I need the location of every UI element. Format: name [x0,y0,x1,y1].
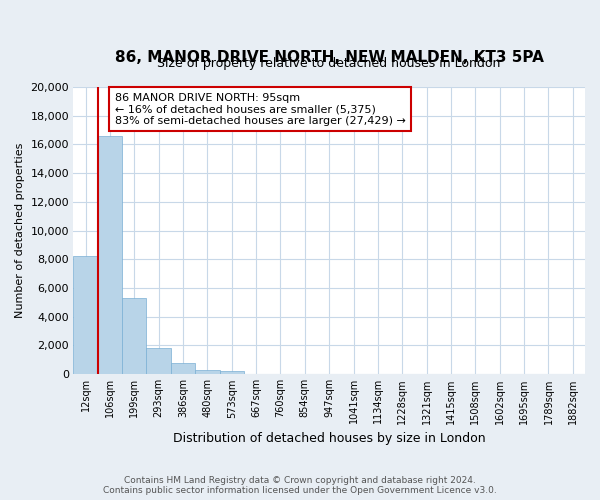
Text: Contains HM Land Registry data © Crown copyright and database right 2024.
Contai: Contains HM Land Registry data © Crown c… [103,476,497,495]
Bar [73,256,98,374]
Bar [98,136,122,374]
Bar [195,370,220,374]
Y-axis label: Number of detached properties: Number of detached properties [15,143,25,318]
Title: 86, MANOR DRIVE NORTH, NEW MALDEN, KT3 5PA: 86, MANOR DRIVE NORTH, NEW MALDEN, KT3 5… [115,50,544,65]
Text: Size of property relative to detached houses in London: Size of property relative to detached ho… [157,57,501,70]
Text: 86 MANOR DRIVE NORTH: 95sqm
← 16% of detached houses are smaller (5,375)
83% of : 86 MANOR DRIVE NORTH: 95sqm ← 16% of det… [115,92,406,126]
Bar [146,348,171,374]
Bar [122,298,146,374]
Bar [220,371,244,374]
X-axis label: Distribution of detached houses by size in London: Distribution of detached houses by size … [173,432,485,445]
Bar [171,362,195,374]
